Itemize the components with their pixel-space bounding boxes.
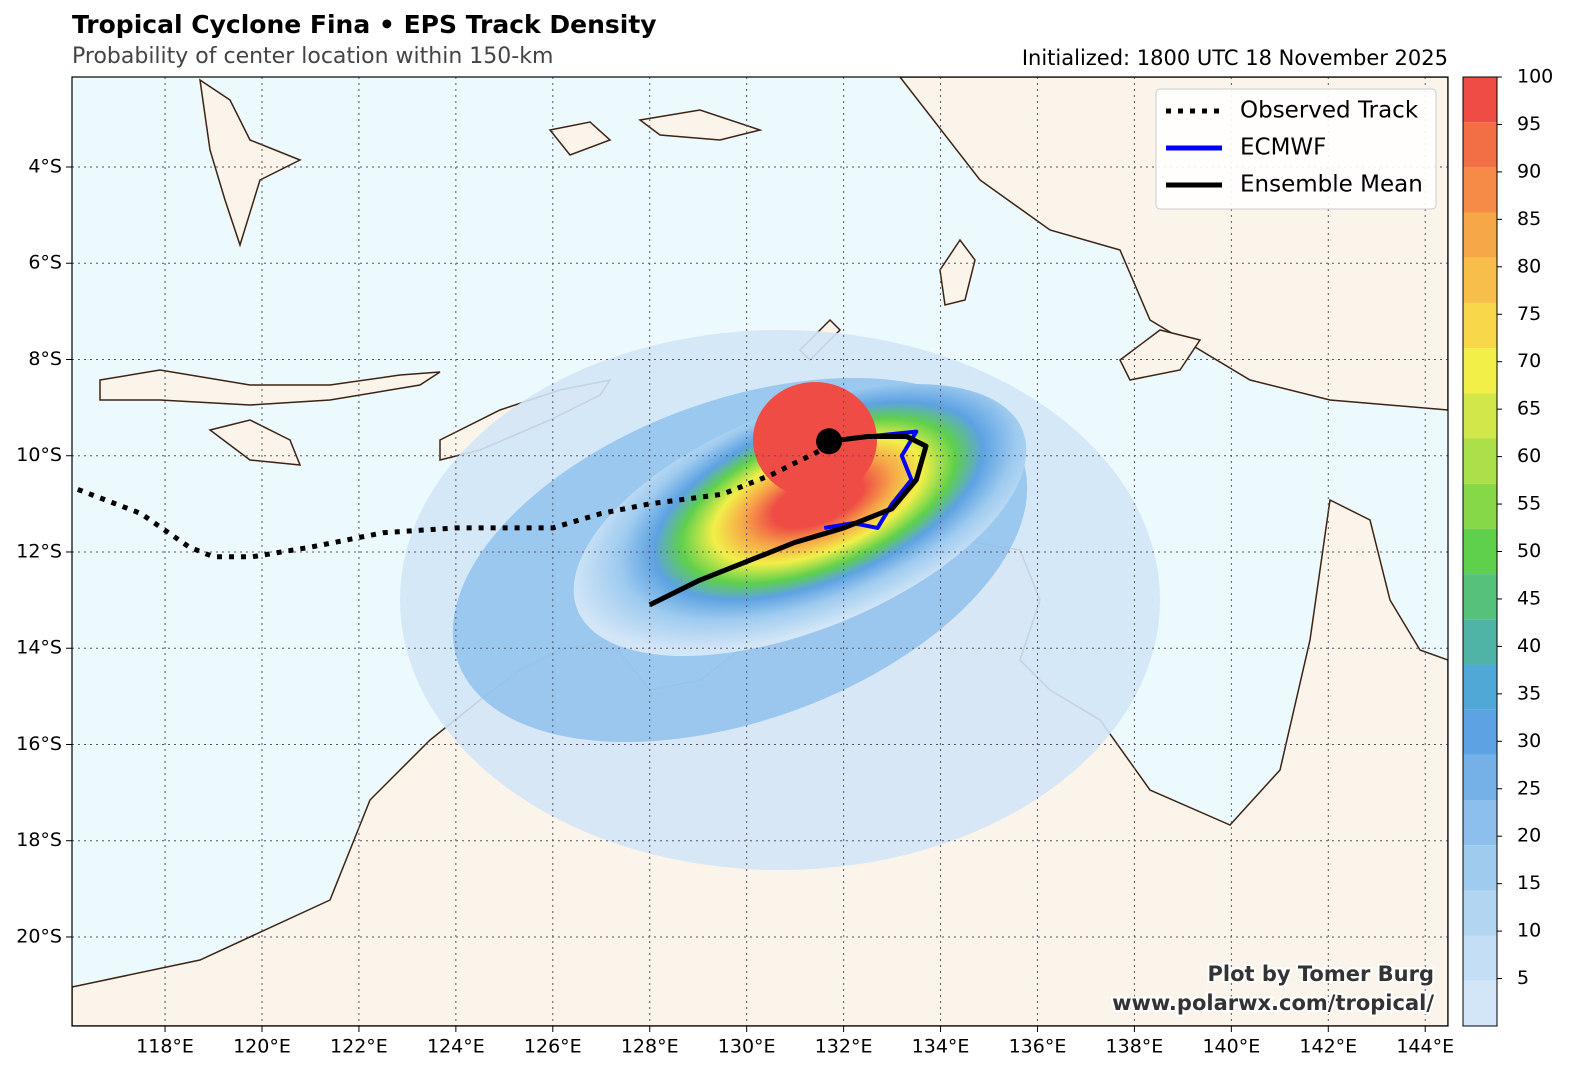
- colorbar-tick-label: 55: [1517, 493, 1541, 515]
- y-tick-label: 16°S: [16, 733, 62, 755]
- colorbar-cell: [1463, 619, 1497, 665]
- x-tick-label: 130°E: [718, 1036, 776, 1058]
- y-tick-label: 12°S: [16, 540, 62, 562]
- tracks: [76, 428, 929, 608]
- colorbar-cell: [1463, 800, 1497, 846]
- colorbar-cell: [1463, 754, 1497, 801]
- colorbar-cell: [1463, 664, 1497, 710]
- colorbar-tick-label: 40: [1517, 635, 1541, 657]
- colorbar-cell: [1463, 77, 1497, 123]
- colorbar-cell: [1463, 438, 1497, 484]
- x-tick-label: 136°E: [1009, 1036, 1067, 1058]
- colorbar-tick-label: 20: [1517, 825, 1541, 847]
- colorbar-tick-label: 45: [1517, 587, 1541, 609]
- legend-box: [1155, 88, 1437, 210]
- colorbar-cell: [1463, 393, 1497, 439]
- colorbar-cell: [1463, 122, 1497, 168]
- colorbar-tick-label: 75: [1517, 303, 1541, 325]
- colorbar-cell: [1463, 212, 1497, 258]
- x-tick-label: 120°E: [233, 1036, 291, 1058]
- colorbar-cell: [1463, 348, 1497, 394]
- colorbar-cell: [1463, 935, 1497, 981]
- x-tick-label: 132°E: [815, 1036, 873, 1058]
- colorbar-cell: [1463, 980, 1497, 1026]
- y-tick-label: 8°S: [28, 348, 62, 370]
- y-tick-label: 18°S: [16, 829, 62, 851]
- colorbar: 5 10 15 20 25 30 35 40 45 50 55 60 65 70 75 80 85 90 95 100: [1462, 66, 1553, 1027]
- x-tick-label: 144°E: [1396, 1036, 1454, 1058]
- legend-label: ECMWF: [1240, 135, 1326, 161]
- colorbar-tick-label: 10: [1517, 920, 1541, 942]
- legend-label: Ensemble Mean: [1240, 172, 1423, 198]
- colorbar-cell: [1463, 257, 1497, 303]
- colorbar-tick-label: 95: [1517, 113, 1541, 135]
- colorbar-tick-label: 100: [1517, 66, 1553, 88]
- colorbar-tick-label: 90: [1517, 160, 1541, 182]
- subtitle: Probability of center location within 15…: [72, 44, 553, 69]
- x-tick-label: 124°E: [427, 1036, 485, 1058]
- x-tick-label: 128°E: [621, 1036, 679, 1058]
- title: Tropical Cyclone Fina • EPS Track Densit…: [72, 10, 657, 39]
- colorbar-tick-label: 30: [1517, 730, 1541, 752]
- colorbar-tick-label: 25: [1517, 777, 1541, 799]
- y-tick-label: 4°S: [28, 155, 62, 177]
- axes: 118°E 120°E 122°E 124°E 126°E 128°E 130°E 132°E…: [16, 155, 1454, 1057]
- y-tick-label: 6°S: [28, 252, 62, 274]
- colorbar-tick-label: 50: [1517, 540, 1541, 562]
- y-tick-label: 10°S: [16, 444, 62, 466]
- colorbar-cell: [1463, 167, 1497, 213]
- colorbar-tick-label: 5: [1517, 967, 1529, 989]
- y-tick-label: 14°S: [16, 637, 62, 659]
- x-tick-label: 122°E: [330, 1036, 388, 1058]
- colorbar-cell: [1463, 302, 1497, 349]
- colorbar-tick-label: 65: [1517, 398, 1541, 420]
- colorbar-cell: [1463, 845, 1497, 891]
- track-line: [76, 439, 831, 560]
- x-tick-label: 126°E: [524, 1036, 582, 1058]
- colorbar-tick-label: 85: [1517, 208, 1541, 230]
- track-line: [648, 433, 929, 608]
- legend-label: Observed Track: [1240, 98, 1419, 124]
- legend: Observed Track ECMWF Ensemble Mean: [1155, 88, 1437, 210]
- initialized: Initialized: 1800 UTC 18 November 2025: [1022, 46, 1448, 70]
- colorbar-cell: [1463, 483, 1497, 529]
- x-tick-label: 118°E: [136, 1036, 194, 1058]
- colorbar-cell: [1463, 709, 1497, 755]
- colorbar-tick-label: 80: [1517, 255, 1541, 277]
- grid: [72, 77, 1448, 1026]
- x-tick-label: 142°E: [1299, 1036, 1357, 1058]
- map-area: [72, 77, 1448, 1026]
- colorbar-cell: [1463, 528, 1497, 575]
- y-tick-label: 20°S: [16, 925, 62, 947]
- colorbar-cell: [1463, 890, 1497, 936]
- x-tick-label: 138°E: [1106, 1036, 1164, 1058]
- credit-url: www.polarwx.com/tropical/: [1112, 991, 1434, 1015]
- x-tick-label: 140°E: [1202, 1036, 1260, 1058]
- storm-center: [816, 428, 843, 455]
- x-tick-label: 134°E: [912, 1036, 970, 1058]
- colorbar-cell: [1463, 574, 1497, 620]
- colorbar-tick-label: 60: [1517, 445, 1541, 467]
- colorbar-tick-label: 15: [1517, 872, 1541, 894]
- colorbar-tick-label: 70: [1517, 350, 1541, 372]
- colorbar-tick-label: 35: [1517, 682, 1541, 704]
- credit-name: Plot by Tomer Burg: [1208, 962, 1435, 986]
